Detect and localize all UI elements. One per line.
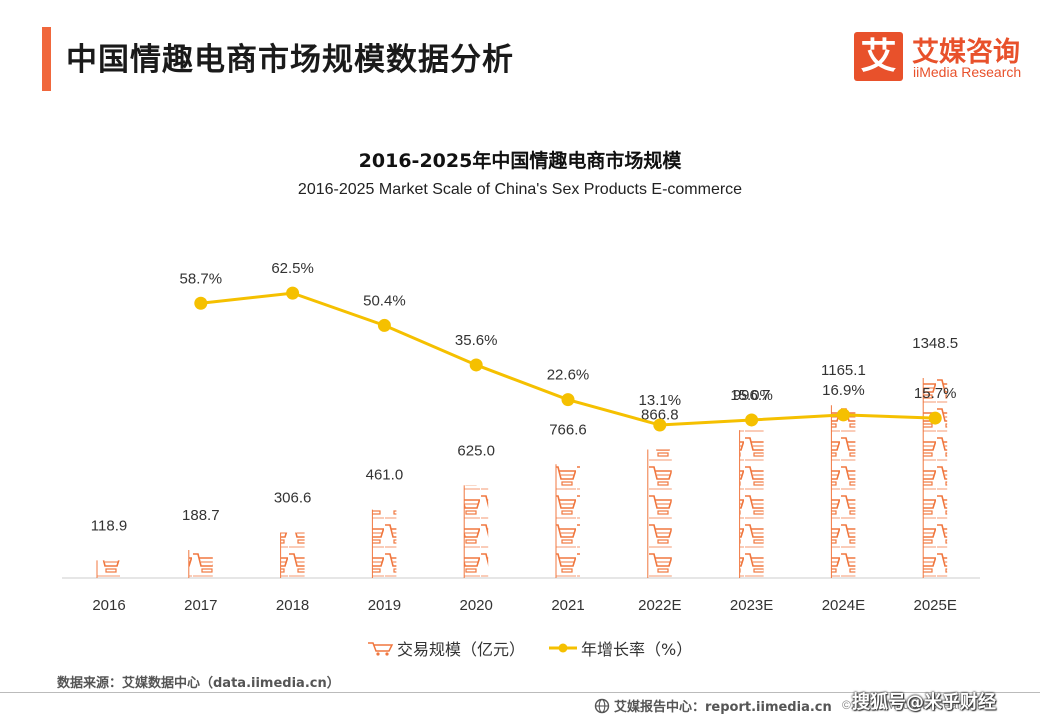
growth-rate-label: 22.6% xyxy=(547,367,590,384)
growth-rate-label: 35.6% xyxy=(455,332,498,349)
bar-group xyxy=(96,560,121,578)
bar-2022E xyxy=(647,449,672,578)
line-marker-icon xyxy=(549,643,577,653)
logo-name-en: iiMedia Research xyxy=(913,64,1022,80)
growth-point-2020 xyxy=(469,358,483,372)
growth-point-2023E xyxy=(745,413,759,427)
report-center: 艾媒报告中心：report.iimedia.cn xyxy=(594,696,832,715)
logo-name-cn: 艾媒咨询 xyxy=(912,37,1020,68)
growth-point-2019 xyxy=(377,318,391,332)
data-source: 数据来源：艾媒数据中心（data.iimedia.cn） xyxy=(57,676,340,691)
x-tick-label: 2024E xyxy=(822,597,865,614)
growth-point-2022E xyxy=(653,418,667,432)
bar-group xyxy=(647,449,672,578)
bar-group xyxy=(463,485,489,578)
bar-value-label: 766.6 xyxy=(549,421,587,438)
x-tick-label: 2018 xyxy=(276,597,309,614)
page-title: 中国情趣电商市场规模数据分析 xyxy=(66,42,514,78)
chart-subtitle: 2016-2025 Market Scale of China's Sex Pr… xyxy=(297,181,743,198)
bar-group xyxy=(280,532,305,578)
x-tick-label: 2016 xyxy=(92,597,125,614)
bar-group xyxy=(555,464,580,578)
legend-bar-label: 交易规模（亿元） xyxy=(397,640,526,659)
title-accent-bar xyxy=(42,27,51,91)
bar-group xyxy=(188,550,213,578)
growth-point-2017 xyxy=(194,296,208,310)
bar-2016 xyxy=(97,560,121,578)
bar-value-label: 1165.1 xyxy=(821,362,866,379)
bar-value-label: 866.8 xyxy=(641,406,679,423)
bar-value-label: 625.0 xyxy=(457,442,495,459)
growth-rate-label: 15.7% xyxy=(914,385,957,402)
globe-icon xyxy=(594,698,610,713)
bar-2019 xyxy=(372,509,397,578)
bar-2024E xyxy=(831,405,856,578)
bar-value-label: 1348.5 xyxy=(912,335,958,352)
x-tick-label: 2022E xyxy=(638,597,681,614)
report-center-text: 艾媒报告中心：report.iimedia.cn xyxy=(614,700,832,715)
bar-group xyxy=(371,509,397,578)
bar-2023E xyxy=(739,430,764,578)
bar-2020 xyxy=(464,485,489,578)
growth-rate-label: 16.9% xyxy=(822,382,865,399)
footer-divider xyxy=(0,692,1040,693)
x-tick-label: 2023E xyxy=(730,597,773,614)
legend-line-label: 年增长率（%） xyxy=(581,640,693,659)
growth-point-2021 xyxy=(561,393,575,407)
bar-value-label: 306.6 xyxy=(274,490,312,507)
copyright: ©2021 iiMedia Research Inc xyxy=(842,698,993,712)
bar-2025E xyxy=(923,378,948,578)
bar-group xyxy=(739,430,764,578)
bar-value-label: 188.7 xyxy=(182,507,220,524)
growth-rate-label: 15.0% xyxy=(730,387,773,404)
logo-mark-icon: 艾 xyxy=(854,32,903,81)
x-tick-label: 2017 xyxy=(184,597,217,614)
bar-value-label: 118.9 xyxy=(91,517,127,534)
shopping-cart-icon xyxy=(368,642,394,656)
bar-group xyxy=(922,378,948,578)
growth-point-2024E xyxy=(836,408,850,422)
bar-value-label: 996.7 xyxy=(733,387,771,404)
legend-item-bar: 交易规模（亿元） xyxy=(366,636,525,660)
bar-2018 xyxy=(280,532,305,578)
growth-point-2025E xyxy=(928,411,942,425)
x-tick-label: 2019 xyxy=(368,597,401,614)
watermark: 搜狐号@米乎财经 xyxy=(852,692,996,713)
growth-point-2018 xyxy=(286,286,300,300)
x-tick-label: 2025E xyxy=(914,597,957,614)
chart-title: 2016-2025年中国情趣电商市场规模 xyxy=(358,150,682,172)
bar-value-label: 461.0 xyxy=(366,467,404,484)
growth-rate-label: 62.5% xyxy=(271,260,314,277)
bar-2017 xyxy=(188,550,213,578)
legend-item-line: 年增长率（%） xyxy=(548,636,692,660)
bar-2021 xyxy=(556,464,580,578)
x-tick-label: 2020 xyxy=(460,597,493,614)
growth-rate-label: 13.1% xyxy=(639,392,682,409)
growth-rate-label: 58.7% xyxy=(180,270,223,287)
bar-group xyxy=(830,405,856,578)
growth-rate-label: 50.4% xyxy=(363,292,406,309)
iimedia-logo: 艾 艾媒咨询 iiMedia Research xyxy=(854,30,1024,86)
x-tick-label: 2021 xyxy=(551,597,584,614)
